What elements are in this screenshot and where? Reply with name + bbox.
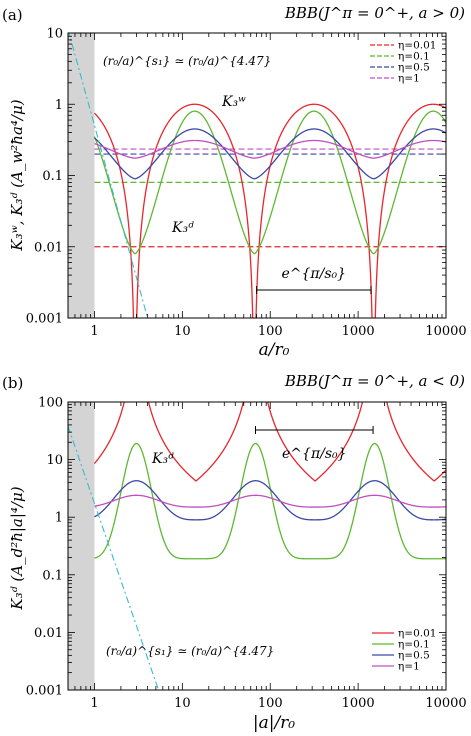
panel-a-ytick-label: 0.1 bbox=[42, 169, 63, 184]
panel-b-ytick-label: 0.01 bbox=[34, 626, 63, 641]
curve-η=0.1 bbox=[94, 442, 446, 560]
panel-a-ytick-label: 10 bbox=[46, 27, 63, 42]
solid-curve-η=0.5 bbox=[94, 128, 446, 180]
panel-a-ylabel: K₃ʷ, K₃ᵈ (A_w²ħa⁴/μ) bbox=[8, 99, 26, 251]
panel-b-plot-area bbox=[68, 402, 446, 690]
curve-η=1 bbox=[94, 494, 446, 508]
curve-η=0.01 bbox=[93, 402, 446, 482]
kw-annotation: K₃ʷ bbox=[221, 94, 246, 110]
panel-a: (a) BBB(J^π = 0^+, a > 0) 1 10 100 1000 1000… bbox=[2, 4, 467, 360]
legend-label-η=0.01: η=0.01 bbox=[398, 40, 436, 52]
panel-b-legend: η=0.01η=0.1η=0.5η=1 bbox=[372, 628, 436, 673]
panel-b-ytick-label: 100 bbox=[38, 396, 63, 411]
panel-b-label: (b) bbox=[2, 374, 23, 392]
panel-a-xtick-label: 1 bbox=[90, 324, 98, 339]
panel-a-xtick-label: 100 bbox=[258, 324, 283, 339]
period-annotation: e^{π/s₀} bbox=[282, 266, 347, 282]
panel-b-xtick-label: 10000 bbox=[425, 696, 466, 711]
panel-b-xtick-label: 1 bbox=[90, 696, 98, 711]
curve-η=0.5 bbox=[94, 480, 446, 521]
panel-b-ytick-label: 0.1 bbox=[42, 568, 63, 583]
solid-curve-η=1 bbox=[94, 139, 446, 159]
legend-b-label-η=0.1: η=0.1 bbox=[398, 639, 430, 651]
legend-b-label-η=1: η=1 bbox=[398, 661, 420, 673]
power-law-annotation: (r₀/a)^{s₁} ≃ (r₀/a)^{4.47} bbox=[103, 54, 271, 68]
panel-b-excluded-band bbox=[68, 402, 95, 690]
panel-a-title: BBB(J^π = 0^+, a > 0) bbox=[284, 4, 465, 22]
legend-label-η=0.1: η=0.1 bbox=[398, 51, 430, 63]
panel-b-ytick-label: 10 bbox=[46, 453, 63, 468]
period-annotation-b: e^{π/s₀} bbox=[282, 446, 347, 462]
panel-b-xlabel: |a|/r₀ bbox=[253, 713, 295, 733]
panel-a-ytick-label: 0.01 bbox=[34, 240, 63, 255]
panel-b-ylabel: K₃ᵈ (A_d²ħ|a|⁴/μ) bbox=[8, 486, 26, 610]
panel-a-ytick-label: 0.001 bbox=[26, 312, 63, 327]
panel-b-xtick-label: 10 bbox=[174, 696, 191, 711]
panel-b-title: BBB(J^π = 0^+, a < 0) bbox=[284, 372, 465, 390]
panel-b: (b) BBB(J^π = 0^+, a < 0) 1 10 100 1000 1000… bbox=[2, 372, 467, 733]
legend-label-η=1: η=1 bbox=[398, 73, 420, 85]
panel-b-xtick-label: 1000 bbox=[342, 696, 375, 711]
power-law-line-b bbox=[68, 426, 160, 690]
panel-a-xtick-label: 10000 bbox=[425, 324, 466, 339]
panel-a-xtick-label: 10 bbox=[174, 324, 191, 339]
panel-a-frame bbox=[67, 32, 447, 319]
legend-b-label-η=0.01: η=0.01 bbox=[398, 628, 436, 640]
panel-a-xtick-label: 1000 bbox=[342, 324, 375, 339]
panel-a-label: (a) bbox=[2, 6, 23, 24]
solid-curve-η=0.1 bbox=[93, 110, 446, 255]
panel-b-ytick-label: 1 bbox=[55, 511, 63, 526]
legend-b-label-η=0.5: η=0.5 bbox=[398, 650, 430, 662]
legend-label-η=0.5: η=0.5 bbox=[398, 62, 430, 74]
power-law-line bbox=[68, 33, 149, 318]
power-law-annotation-b: (r₀/a)^{s₁} ≃ (r₀/a)^{4.47} bbox=[106, 644, 274, 658]
panel-b-ytick-label: 0.001 bbox=[26, 684, 63, 699]
kd-annotation: K₃ᵈ bbox=[171, 220, 194, 236]
panel-a-ytick-label: 1 bbox=[55, 98, 63, 113]
panel-a-plot-area bbox=[68, 33, 446, 318]
kd-annotation-b: K₃ᵈ bbox=[151, 451, 174, 467]
panel-b-frame bbox=[67, 401, 447, 691]
panel-a-legend: η=0.01η=0.1η=0.5η=1 bbox=[370, 40, 436, 85]
panel-a-xlabel: a/r₀ bbox=[259, 340, 290, 360]
panel-b-xtick-label: 100 bbox=[258, 696, 283, 711]
